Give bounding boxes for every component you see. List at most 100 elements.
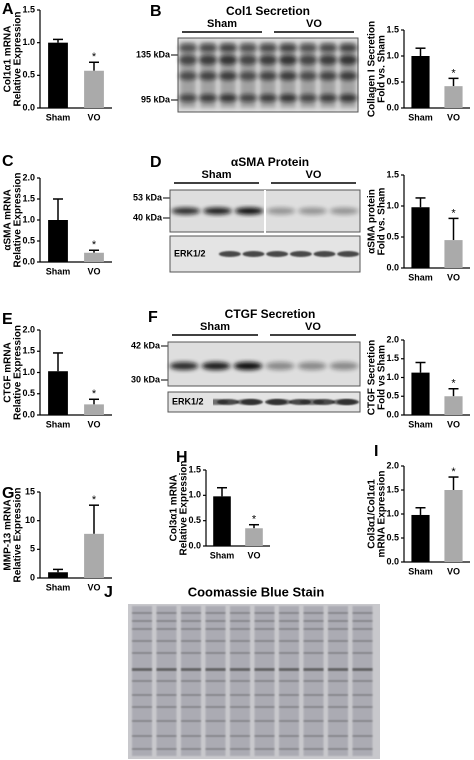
gel-band	[230, 706, 250, 708]
gel-band	[328, 720, 348, 722]
y-tick-label: 0.5	[22, 70, 35, 80]
gel-band	[279, 680, 299, 682]
lane-smear	[200, 42, 216, 108]
gel-band	[156, 680, 177, 682]
blot-band	[298, 207, 327, 215]
x-tick-label: Sham	[46, 112, 71, 122]
y-tick-label: 1.0	[22, 37, 35, 47]
y-tick-label: 0.0	[22, 409, 35, 419]
blot-band	[169, 362, 199, 370]
bar	[48, 572, 68, 578]
gel-band	[279, 735, 299, 737]
x-tick-label: Sham	[408, 112, 433, 122]
bar	[84, 252, 104, 262]
lane-smear	[260, 42, 276, 108]
gel-band	[132, 694, 152, 696]
gel-band	[303, 620, 324, 622]
y-tick-label: 0.0	[386, 409, 399, 419]
gel-band	[328, 612, 348, 614]
mw-marker: 95 kDa	[141, 94, 171, 104]
y-tick-label: 1.0	[386, 200, 399, 210]
gel-band	[132, 720, 152, 722]
gel-band	[230, 735, 250, 737]
gel-band	[254, 706, 275, 708]
gel-band	[181, 620, 201, 622]
blot-band	[297, 362, 327, 370]
group-label: Sham	[202, 169, 232, 181]
x-tick-label: Sham	[408, 566, 433, 576]
blot-title: Coomassie Blue Stain	[188, 584, 325, 599]
loading-band	[266, 251, 289, 257]
blot-band	[171, 207, 201, 215]
gel-band	[156, 620, 177, 622]
gel-band	[254, 748, 275, 750]
gel-band	[205, 620, 226, 622]
gel-band	[230, 694, 250, 696]
lane-smear	[300, 42, 316, 108]
gel-band	[205, 640, 226, 642]
gel-band	[156, 668, 177, 671]
significance-mark: *	[92, 51, 97, 63]
y-tick-label: 0.5	[22, 235, 35, 245]
bar	[48, 220, 68, 262]
bar	[411, 56, 430, 108]
gel-band	[132, 640, 152, 642]
gel-band	[352, 706, 373, 708]
bar	[411, 372, 430, 415]
gel-band	[328, 640, 348, 642]
gel-band	[181, 628, 201, 630]
gel-band	[352, 652, 373, 654]
gel-band	[279, 748, 299, 750]
gel-band	[328, 680, 348, 682]
gel-band	[254, 652, 275, 654]
mw-marker: 135 kDa	[136, 49, 171, 59]
x-tick-label: VO	[447, 566, 460, 576]
gel-band	[328, 628, 348, 630]
gel-band	[205, 694, 226, 696]
panel-letter: G	[2, 485, 14, 502]
gel-band	[328, 748, 348, 750]
gel-band	[279, 668, 299, 671]
y-axis-title: Relative Expression	[13, 487, 24, 582]
mw-marker: 40 kDa	[133, 212, 163, 222]
gel-band	[352, 628, 373, 630]
gel-band	[328, 694, 348, 696]
gel-band	[156, 748, 177, 750]
gel-band	[279, 706, 299, 708]
blot-title: Col1 Secretion	[226, 4, 310, 18]
gel-band	[328, 620, 348, 622]
bar	[84, 533, 104, 578]
y-axis-title: MMP-13 mRNA	[3, 499, 14, 570]
panel-letter: H	[176, 449, 188, 466]
gel-band	[303, 748, 324, 750]
gel-band	[181, 612, 201, 614]
blot-band	[266, 207, 296, 215]
gel-band	[352, 680, 373, 682]
gel-band	[230, 680, 250, 682]
gel-band	[328, 652, 348, 654]
loading-band	[289, 251, 312, 257]
mw-marker: 30 kDa	[131, 374, 161, 384]
gel-band	[205, 628, 226, 630]
gel-band	[230, 668, 250, 671]
gel-band	[156, 612, 177, 614]
gel-band	[254, 628, 275, 630]
y-tick-label: 0.0	[386, 556, 399, 566]
x-tick-label: Sham	[408, 419, 433, 429]
gel-band	[352, 748, 373, 750]
lane-smear	[240, 42, 256, 108]
bar	[444, 240, 463, 268]
gel-band	[132, 668, 152, 671]
gel-band	[181, 652, 201, 654]
loading-band	[313, 251, 336, 257]
gel-band	[254, 668, 275, 671]
panel-letter: C	[2, 153, 14, 170]
x-tick-label: Sham	[46, 266, 71, 276]
blot-band	[233, 362, 263, 370]
gel-band	[230, 628, 250, 630]
gel-band	[254, 620, 275, 622]
gel-band	[352, 668, 373, 671]
gel-band	[279, 620, 299, 622]
gel-band	[303, 640, 324, 642]
